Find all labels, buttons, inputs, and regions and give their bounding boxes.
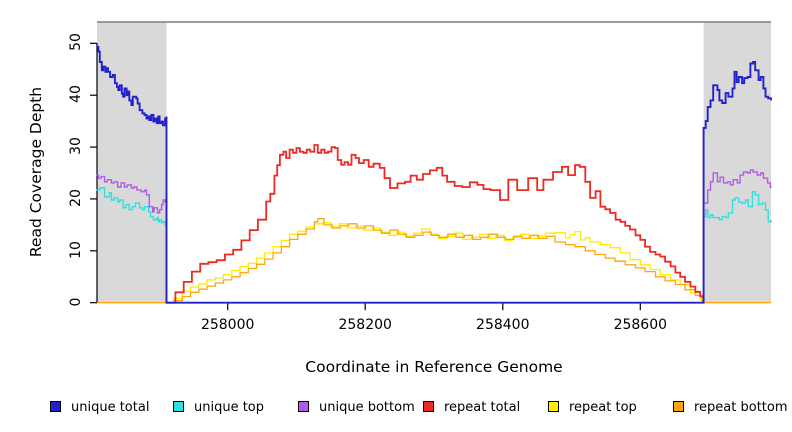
legend-swatch-icon bbox=[673, 401, 684, 412]
legend-label: unique top bbox=[194, 400, 265, 415]
x-tick-label: 258600 bbox=[613, 317, 668, 333]
legend-label: unique total bbox=[71, 400, 150, 415]
x-tick-label: 258400 bbox=[476, 317, 530, 333]
y-tick-label: 0 bbox=[68, 297, 84, 307]
y-tick-label: 50 bbox=[68, 33, 84, 52]
legend-swatch-icon bbox=[423, 401, 434, 412]
y-tick-label: 40 bbox=[68, 85, 84, 104]
legend-swatch-icon bbox=[50, 401, 61, 412]
series-unique-top bbox=[96, 187, 772, 304]
y-tick-label: 30 bbox=[68, 137, 84, 155]
masked-region bbox=[703, 22, 771, 303]
legend-item-repeat-bottom: repeat bottom bbox=[673, 400, 788, 416]
series-unique-total bbox=[96, 45, 772, 304]
y-tick-label: 20 bbox=[68, 189, 84, 207]
series-repeat-bottom bbox=[97, 218, 771, 304]
legend-swatch-icon bbox=[173, 401, 184, 412]
y-tick-label: 10 bbox=[68, 240, 84, 259]
legend-item-unique-top: unique top bbox=[173, 400, 264, 416]
series-repeat-total bbox=[166, 144, 705, 304]
y-axis-label: Read Coverage Depth bbox=[27, 86, 45, 258]
x-tick-label: 258200 bbox=[338, 317, 392, 333]
legend-swatch-icon bbox=[298, 401, 309, 412]
legend-swatch-icon bbox=[548, 401, 559, 412]
series-unique-bottom bbox=[96, 169, 772, 304]
legend-label: unique bottom bbox=[319, 400, 415, 415]
legend-item-repeat-total: repeat total bbox=[423, 400, 520, 416]
legend-label: repeat top bbox=[569, 400, 637, 415]
x-tick-label: 258000 bbox=[200, 317, 255, 333]
legend-item-unique-total: unique total bbox=[50, 400, 149, 416]
legend-item-repeat-top: repeat top bbox=[548, 400, 637, 416]
legend-label: repeat total bbox=[444, 400, 521, 415]
x-axis-label: Coordinate in Reference Genome bbox=[305, 358, 563, 376]
legend-item-unique-bottom: unique bottom bbox=[298, 400, 415, 416]
masked-region bbox=[97, 22, 167, 303]
series-repeat-top bbox=[166, 222, 703, 304]
legend-label: repeat bottom bbox=[694, 400, 788, 415]
